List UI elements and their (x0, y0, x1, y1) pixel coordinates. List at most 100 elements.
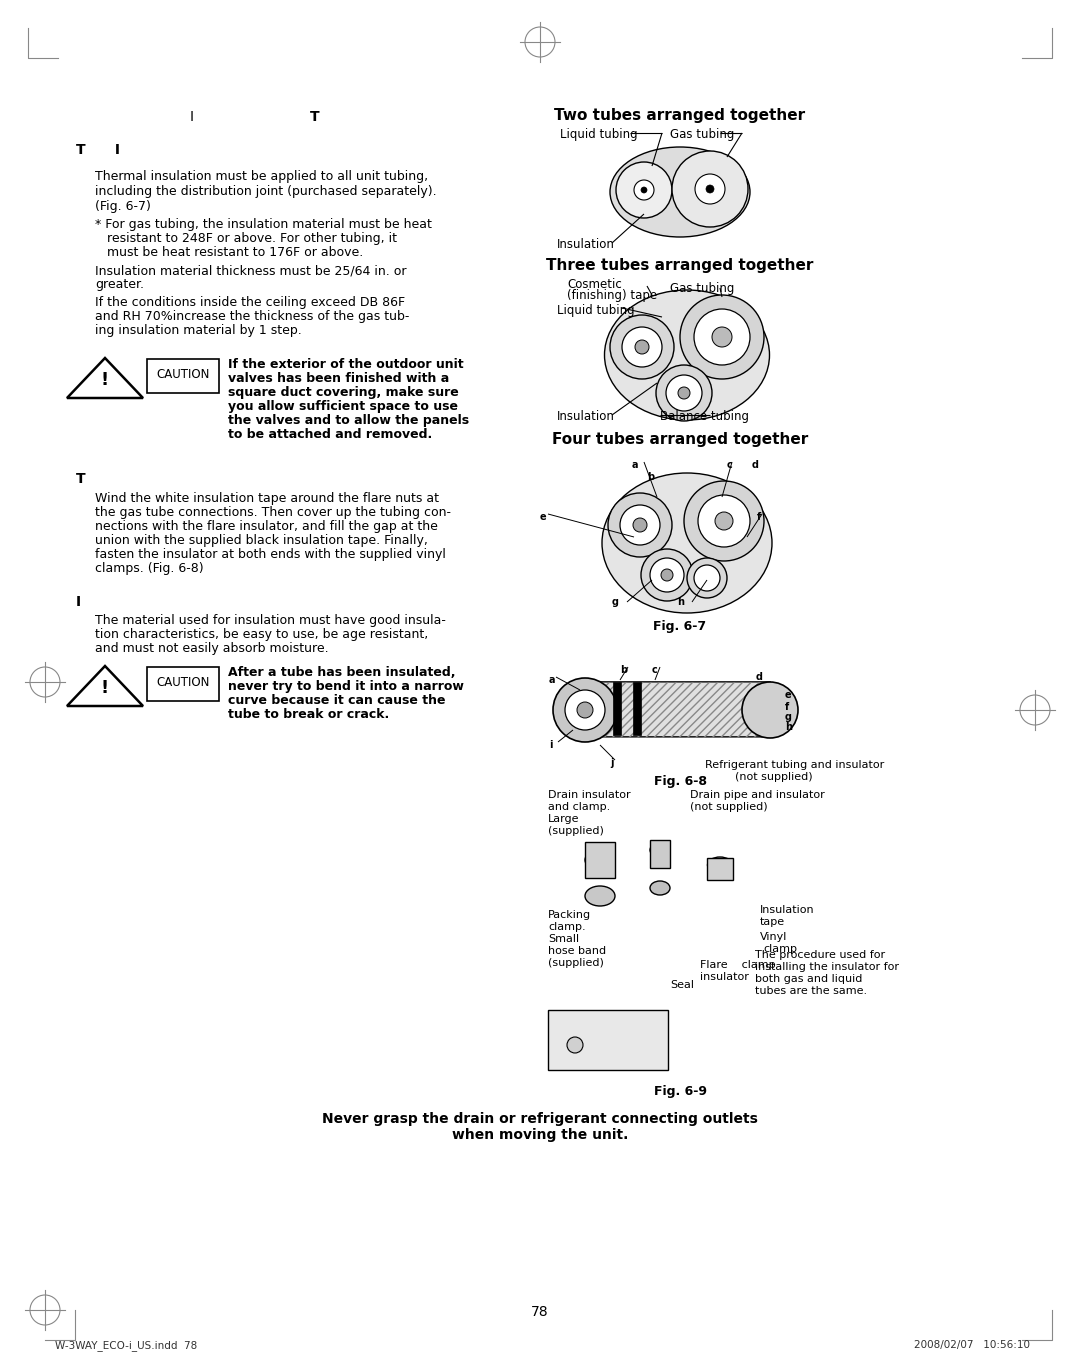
Circle shape (635, 340, 649, 354)
Text: square duct covering, make sure: square duct covering, make sure (228, 385, 459, 399)
Text: j: j (610, 759, 613, 768)
Text: CAUTION: CAUTION (157, 368, 210, 381)
Circle shape (678, 387, 690, 399)
Text: Fig. 6-8: Fig. 6-8 (653, 775, 706, 789)
Text: Insulation: Insulation (760, 904, 814, 915)
Text: After a tube has been insulated,: After a tube has been insulated, (228, 666, 456, 680)
Text: Vinyl: Vinyl (760, 932, 787, 943)
Text: b: b (620, 665, 627, 676)
Text: the gas tube connections. Then cover up the tubing con-: the gas tube connections. Then cover up … (95, 507, 451, 519)
Text: never try to bend it into a narrow: never try to bend it into a narrow (228, 680, 464, 693)
Text: T: T (76, 473, 85, 486)
Text: T      I: T I (76, 143, 120, 157)
Text: and RH 70%increase the thickness of the gas tub-: and RH 70%increase the thickness of the … (95, 311, 409, 323)
Text: Seal: Seal (670, 981, 694, 990)
Text: c: c (652, 665, 658, 676)
Text: tube to break or crack.: tube to break or crack. (228, 708, 389, 720)
Text: Drain insulator: Drain insulator (548, 790, 631, 799)
Circle shape (694, 565, 720, 591)
Text: f: f (757, 512, 761, 522)
Circle shape (633, 518, 647, 533)
Text: (finishing) tape: (finishing) tape (567, 289, 657, 302)
Text: clamp: clamp (762, 944, 797, 953)
Text: g: g (612, 597, 619, 607)
Text: curve because it can cause the: curve because it can cause the (228, 695, 446, 707)
Circle shape (553, 678, 617, 742)
Circle shape (715, 512, 733, 530)
Text: Fig. 6-7: Fig. 6-7 (653, 620, 706, 633)
Text: Gas tubing: Gas tubing (670, 128, 734, 142)
Text: !: ! (100, 370, 109, 390)
Text: e: e (540, 512, 546, 522)
Bar (650, 840, 670, 868)
Text: (supplied): (supplied) (548, 957, 604, 968)
FancyBboxPatch shape (548, 1011, 669, 1071)
Text: to be attached and removed.: to be attached and removed. (228, 428, 432, 441)
Text: Fig. 6-9: Fig. 6-9 (653, 1086, 706, 1098)
Text: b: b (647, 473, 654, 482)
Circle shape (616, 162, 672, 218)
Ellipse shape (707, 857, 732, 873)
Text: * For gas tubing, the insulation material must be heat: * For gas tubing, the insulation materia… (95, 218, 432, 232)
Circle shape (698, 494, 750, 548)
Text: Insulation material thickness must be 25/64 in. or: Insulation material thickness must be 25… (95, 264, 406, 276)
Text: h: h (785, 722, 792, 731)
Text: W-3WAY_ECO-i_US.indd  78: W-3WAY_ECO-i_US.indd 78 (55, 1340, 198, 1351)
Text: I: I (190, 110, 194, 124)
Bar (585, 842, 615, 878)
Circle shape (661, 569, 673, 582)
Text: g: g (785, 712, 792, 722)
Text: a: a (549, 676, 555, 685)
Text: Small: Small (548, 934, 579, 944)
Text: a: a (632, 460, 638, 470)
Circle shape (565, 691, 605, 730)
Bar (707, 858, 733, 880)
Circle shape (672, 151, 748, 227)
Text: (supplied): (supplied) (548, 825, 604, 836)
Text: d: d (756, 671, 762, 682)
Text: 2008/02/07   10:56:10: 2008/02/07 10:56:10 (914, 1340, 1030, 1350)
Text: and clamp.: and clamp. (548, 802, 610, 812)
Text: d: d (752, 460, 759, 470)
Text: Balance tubing: Balance tubing (660, 410, 750, 424)
Circle shape (650, 558, 684, 592)
Text: you allow sufficient space to use: you allow sufficient space to use (228, 400, 458, 413)
Text: tion characteristics, be easy to use, be age resistant,: tion characteristics, be easy to use, be… (95, 628, 429, 642)
Text: e: e (785, 691, 792, 700)
Text: Flare    clamp: Flare clamp (700, 960, 775, 970)
Text: T: T (310, 110, 320, 124)
Text: Packing: Packing (548, 910, 591, 919)
Circle shape (642, 187, 647, 193)
Circle shape (696, 174, 725, 204)
Circle shape (567, 1036, 583, 1053)
Circle shape (666, 375, 702, 411)
Text: Insulation: Insulation (557, 238, 615, 251)
Bar (585, 682, 770, 737)
Text: Liquid tubing: Liquid tubing (561, 128, 637, 142)
Text: valves has been finished with a: valves has been finished with a (228, 372, 449, 385)
Text: and must not easily absorb moisture.: and must not easily absorb moisture. (95, 642, 328, 655)
Circle shape (634, 180, 654, 200)
Circle shape (642, 549, 693, 601)
Circle shape (706, 185, 714, 193)
Text: nections with the flare insulator, and fill the gap at the: nections with the flare insulator, and f… (95, 520, 437, 533)
Ellipse shape (585, 850, 615, 870)
Text: (not supplied): (not supplied) (690, 802, 768, 812)
Text: If the exterior of the outdoor unit: If the exterior of the outdoor unit (228, 358, 463, 370)
Bar (613, 682, 621, 735)
Text: 78: 78 (531, 1305, 549, 1318)
Text: fasten the insulator at both ends with the supplied vinyl: fasten the insulator at both ends with t… (95, 548, 446, 561)
Text: Gas tubing: Gas tubing (670, 282, 734, 296)
Ellipse shape (610, 147, 750, 237)
Text: Three tubes arranged together: Three tubes arranged together (546, 257, 813, 272)
Text: union with the supplied black insulation tape. Finally,: union with the supplied black insulation… (95, 534, 428, 548)
Text: The procedure used for: The procedure used for (755, 951, 886, 960)
Text: Four tubes arranged together: Four tubes arranged together (552, 432, 808, 447)
Text: Insulation: Insulation (557, 410, 615, 424)
Circle shape (680, 296, 764, 379)
Text: Drain pipe and insulator: Drain pipe and insulator (690, 790, 825, 799)
Text: Liquid tubing: Liquid tubing (557, 304, 635, 317)
Bar (585, 682, 770, 737)
Text: !: ! (100, 680, 109, 697)
Text: Two tubes arranged together: Two tubes arranged together (554, 108, 806, 123)
